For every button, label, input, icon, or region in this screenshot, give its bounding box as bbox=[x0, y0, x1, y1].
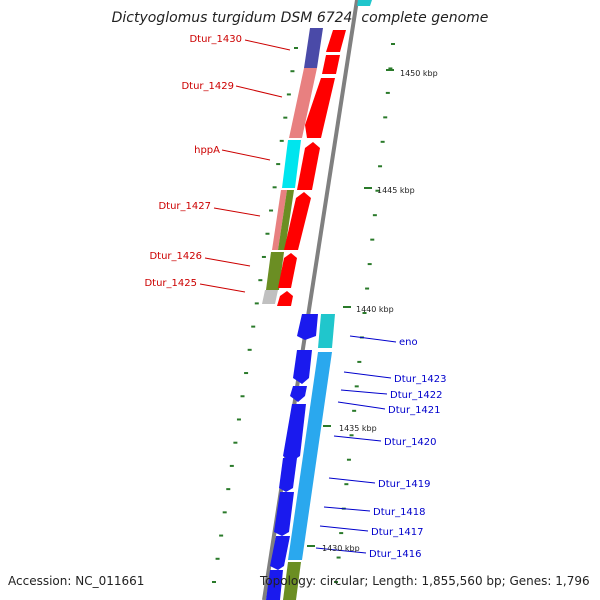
inner-tick-ring bbox=[212, 47, 298, 583]
scale-label-1430: 1430 kbp bbox=[322, 544, 360, 553]
cds-1426 bbox=[278, 253, 297, 288]
gene-label-dtur-1430: Dtur_1430 bbox=[189, 34, 242, 45]
gene-label-dtur-1417: Dtur_1417 bbox=[371, 527, 424, 538]
gene-label-dtur-1426: Dtur_1426 bbox=[149, 251, 202, 262]
scale-label-1450: 1450 kbp bbox=[400, 69, 438, 78]
gene-label-dtur-1418: Dtur_1418 bbox=[373, 507, 426, 518]
genome-summary-text: Topology: circular; Length: 1,855,560 bp… bbox=[260, 574, 590, 588]
cds-eno bbox=[297, 314, 318, 340]
gene-label-dtur-1419: Dtur_1419 bbox=[378, 479, 431, 490]
gene-label-eno: eno bbox=[399, 337, 418, 348]
cog-block-lower bbox=[283, 562, 301, 600]
gene-label-dtur-1429: Dtur_1429 bbox=[181, 81, 234, 92]
cog-block-1427b bbox=[278, 190, 294, 250]
cog-block-1425 bbox=[262, 290, 278, 304]
cds-1420 bbox=[279, 458, 297, 492]
accession-text: Accession: NC_011661 bbox=[8, 574, 145, 588]
cog-block-top-right bbox=[357, 0, 372, 6]
gene-label-dtur-1416: Dtur_1416 bbox=[369, 549, 422, 560]
cog-block-eno bbox=[318, 314, 335, 348]
cds-1425 bbox=[277, 291, 293, 306]
cds-1419 bbox=[274, 492, 294, 536]
cog-block-1430 bbox=[304, 28, 323, 68]
cds-1429b bbox=[305, 78, 335, 138]
cds-1416 bbox=[266, 570, 283, 600]
cds-1427 bbox=[284, 192, 311, 250]
cog-block-1423-1416 bbox=[288, 352, 332, 560]
gene-label-dtur-1421: Dtur_1421 bbox=[388, 405, 441, 416]
reverse-gene-labels: eno Dtur_1423 Dtur_1422 Dtur_1421 Dtur_1… bbox=[315, 335, 447, 560]
forward-strand-track bbox=[262, 28, 346, 306]
gene-label-dtur-1423: Dtur_1423 bbox=[394, 374, 447, 385]
forward-gene-labels: Dtur_1430 Dtur_1429 hppA Dtur_1427 Dtur_… bbox=[144, 34, 291, 293]
cds-1429a bbox=[322, 55, 340, 74]
cds-hppA bbox=[297, 142, 320, 190]
cds-1422 bbox=[290, 386, 307, 402]
gene-label-dtur-1427: Dtur_1427 bbox=[158, 201, 211, 212]
gene-label-dtur-1425: Dtur_1425 bbox=[144, 278, 197, 289]
cds-1430 bbox=[326, 30, 346, 52]
scale-labels: 1450 kbp 1445 kbp 1440 kbp 1435 kbp 1430… bbox=[307, 69, 438, 553]
scale-label-1435: 1435 kbp bbox=[339, 424, 377, 433]
cds-1423 bbox=[293, 350, 312, 384]
cog-block-hppA bbox=[282, 140, 301, 188]
cog-block-1427a bbox=[272, 190, 287, 250]
gene-label-dtur-1420: Dtur_1420 bbox=[384, 437, 437, 448]
scale-label-1440: 1440 kbp bbox=[356, 305, 394, 314]
reverse-strand-track bbox=[266, 0, 372, 600]
map-title: Dictyoglomus turgidum DSM 6724, complete… bbox=[111, 10, 489, 26]
gene-label-dtur-1422: Dtur_1422 bbox=[390, 390, 443, 401]
cds-1418 bbox=[270, 536, 290, 570]
scale-label-1445: 1445 kbp bbox=[377, 186, 415, 195]
cds-1421 bbox=[283, 404, 306, 462]
cog-block-1429 bbox=[289, 68, 317, 138]
gene-label-hppa: hppA bbox=[194, 145, 220, 156]
